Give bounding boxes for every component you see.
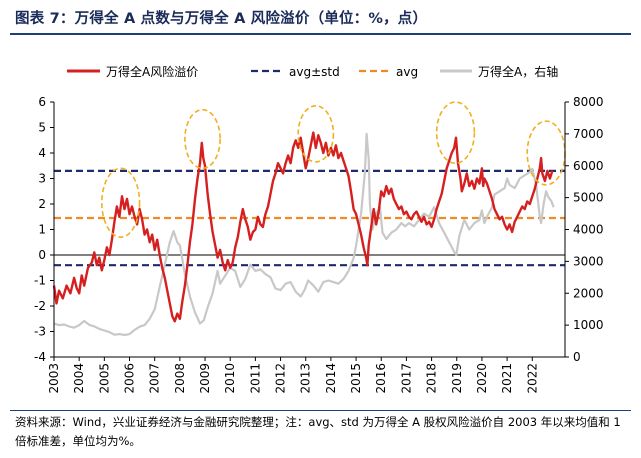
right-tick-label: 0	[573, 350, 581, 364]
x-tick-label: 2010	[223, 363, 237, 394]
source-rule	[10, 410, 631, 411]
left-tick-label: 5	[38, 121, 46, 135]
left-tick-label: -2	[34, 299, 46, 313]
x-tick-label: 2011	[248, 363, 262, 394]
x-tick-label: 2020	[475, 363, 489, 394]
left-tick-label: 2	[38, 197, 46, 211]
title-rule	[10, 33, 631, 35]
series-lines	[52, 131, 555, 337]
left-tick-label: 1	[38, 223, 46, 237]
x-tick-label: 2007	[148, 363, 162, 394]
x-tick-label: 2005	[97, 363, 111, 394]
chart-title: 图表 7：万得全 A 点数与万得全 A 风险溢价（单位：%，点）	[15, 11, 428, 27]
right-tick-label: 6000	[573, 159, 604, 173]
left-tick-label: 4	[38, 146, 46, 160]
x-tick-label: 2004	[72, 363, 86, 394]
right-tick-label: 4000	[573, 223, 604, 237]
highlight-ellipse-3	[297, 105, 335, 163]
reference-lines	[54, 169, 565, 267]
legend: 万得全A风险溢价 avg±std avg 万得全A，右轴	[67, 64, 558, 79]
premium-series-line	[52, 131, 554, 323]
right-tick-label: 1000	[573, 318, 604, 332]
x-tick-label: 2012	[274, 363, 288, 394]
x-tick-label: 2022	[525, 363, 539, 394]
right-tick-label: 8000	[573, 95, 604, 109]
x-tick-label: 2015	[349, 363, 363, 394]
highlight-ellipses	[101, 101, 566, 238]
x-tick-label: 2013	[299, 363, 313, 394]
highlight-ellipse-1	[101, 167, 141, 238]
right-tick-label: 5000	[573, 191, 604, 205]
x-tick-label: 2017	[399, 363, 413, 394]
legend-premium-label: 万得全A风险溢价	[106, 64, 198, 79]
legend-avg-label: avg	[396, 65, 418, 79]
x-tick-label: 2018	[425, 363, 439, 394]
left-tick-label: 0	[38, 248, 46, 262]
x-tick-label: 2008	[173, 363, 187, 394]
left-tick-label: 6	[38, 95, 46, 109]
right-tick-label: 2000	[573, 286, 604, 300]
legend-index-label: 万得全A，右轴	[478, 64, 558, 79]
x-tick-label: 2009	[198, 363, 212, 394]
source-note: 资料来源：Wind，兴业证券经济与金融研究院整理；注：avg、std 为万得全 …	[15, 415, 621, 448]
x-tick-label: 2006	[123, 363, 137, 394]
left-tick-label: -1	[34, 274, 46, 288]
x-tick-label: 2021	[500, 363, 514, 394]
x-tick-label: 2014	[324, 363, 338, 394]
highlight-ellipse-2	[184, 108, 221, 170]
right-tick-label: 3000	[573, 254, 604, 268]
x-tick-label: 2016	[374, 363, 388, 394]
x-tick-label: 2003	[47, 363, 61, 394]
legend-std-label: avg±std	[289, 65, 340, 79]
index-series-line	[53, 132, 555, 337]
left-tick-label: -4	[34, 350, 46, 364]
x-tick-label: 2019	[450, 363, 464, 394]
highlight-ellipse-4	[435, 101, 476, 165]
left-tick-label: -3	[34, 325, 46, 339]
left-tick-label: 3	[38, 172, 46, 186]
axes: -4 -3 -2 -1 0 1 2 3 4 5 6 0 1000 2000 3000 4000 5000 6000…	[34, 95, 604, 394]
right-tick-label: 7000	[573, 127, 604, 141]
